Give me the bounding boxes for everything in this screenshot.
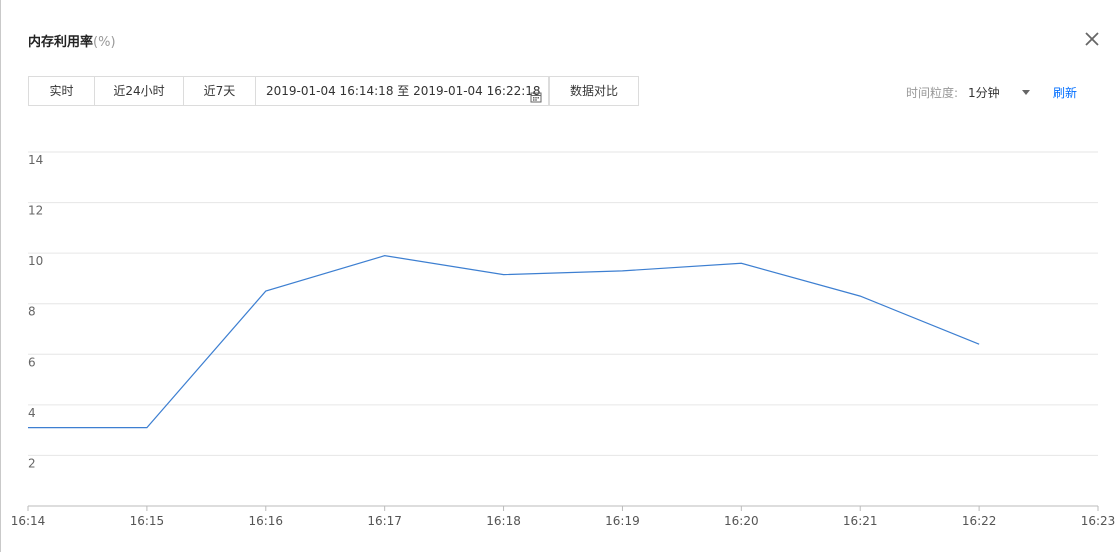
x-tick-label: 16:18 [486,514,521,528]
series-line-0 [28,255,980,429]
dialog-title-unit: (%) [93,35,116,50]
data-compare-button[interactable]: 数据对比 [549,76,639,106]
memory-usage-chart: 2 4 6 8 10 12 14 16:14 16:15 16:16 16:17 16:18 16:19… [11,151,1116,528]
dialog-title: 内存利用率(%) [28,31,116,50]
x-tick-label: 16:16 [248,514,283,528]
y-tick-label: 2 [28,456,36,470]
x-tick-label: 16:19 [605,514,640,528]
y-tick-label: 8 [28,305,36,319]
granularity-label: 时间粒度: [905,86,958,100]
x-tick-label: 16:14 [11,514,46,528]
refresh-link[interactable]: 刷新 [1052,86,1077,100]
x-tick-label: 16:20 [724,514,759,528]
granularity-controls: 时间粒度: 1分钟 刷新 [906,84,1077,101]
date-range-picker[interactable]: 2019-01-04 16:14:18 至 2019-01-04 16:22:1… [255,76,549,106]
y-tick-label: 14 [28,153,43,167]
dialog-title-text: 内存利用率 [28,35,94,50]
x-tick-label: 16:17 [367,514,402,528]
last-24h-button[interactable]: 近24小时 [94,76,184,106]
last-7d-button[interactable]: 近7天 [183,76,256,106]
time-toolbar: 实时 近24小时 近7天 2019-01-04 16:14:18 至 2019-… [28,76,639,106]
calendar-icon [530,85,542,103]
x-tick-label: 16:15 [130,514,165,528]
granularity-select[interactable]: 1分钟 [968,84,1038,101]
close-icon[interactable] [1083,30,1101,48]
y-tick-label: 10 [28,254,43,268]
x-tick-label: 16:23 [1081,514,1116,528]
caret-down-icon [1021,90,1030,95]
date-range-text: 2019-01-04 16:14:18 至 2019-01-04 16:22:1… [266,84,541,98]
granularity-value: 1分钟 [967,86,1000,100]
y-tick-label: 4 [28,406,36,420]
x-tick-label: 16:22 [962,514,997,528]
realtime-button[interactable]: 实时 [28,76,95,106]
x-tick-label: 16:21 [843,514,878,528]
y-tick-label: 6 [28,355,36,369]
y-tick-label: 12 [28,204,43,218]
grid-lines [28,151,1098,456]
